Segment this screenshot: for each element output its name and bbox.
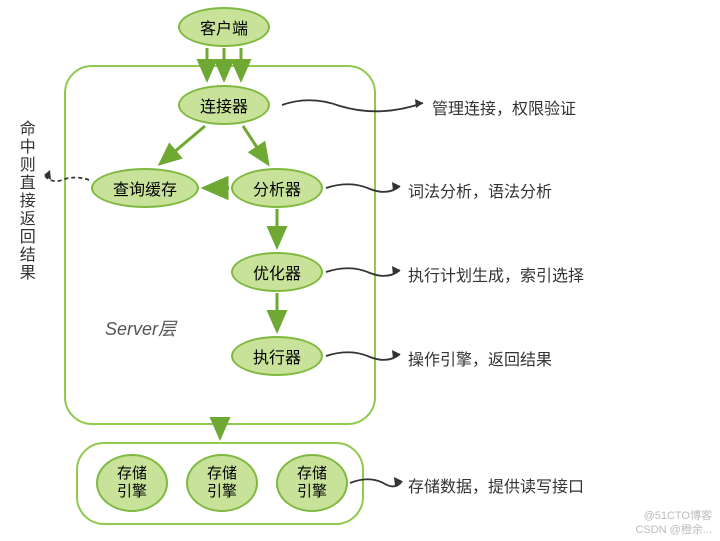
node-client: 客户端 <box>178 7 270 47</box>
annotation-storage: 存储数据，提供读写接口 <box>408 473 584 497</box>
node-engine-3: 存储引擎 <box>276 454 348 512</box>
node-label: 存储引擎 <box>207 465 237 501</box>
annotation-analyzer: 词法分析，语法分析 <box>408 178 552 202</box>
node-executor: 执行器 <box>231 336 323 376</box>
node-analyzer: 分析器 <box>231 168 323 208</box>
server-layer-label: Server层 <box>105 315 176 341</box>
node-label: 执行器 <box>253 344 301 368</box>
annotation-cache-hit: 命中则直接返回结果 <box>14 120 35 282</box>
annotation-executor: 操作引擎，返回结果 <box>408 346 552 370</box>
node-label: 连接器 <box>200 93 248 117</box>
annotation-optimizer: 执行计划生成，索引选择 <box>408 262 584 286</box>
node-connector: 连接器 <box>178 85 270 125</box>
node-engine-2: 存储引擎 <box>186 454 258 512</box>
node-label: 优化器 <box>253 260 301 284</box>
watermark-right2: CSDN @橙余... <box>635 521 712 537</box>
node-label: 存储引擎 <box>297 465 327 501</box>
node-label: 客户端 <box>200 15 248 39</box>
node-label: 查询缓存 <box>113 176 177 200</box>
node-cache: 查询缓存 <box>91 168 199 208</box>
annotation-connector: 管理连接，权限验证 <box>432 95 576 119</box>
node-label: 存储引擎 <box>117 465 147 501</box>
node-optimizer: 优化器 <box>231 252 323 292</box>
node-engine-1: 存储引擎 <box>96 454 168 512</box>
node-label: 分析器 <box>253 176 301 200</box>
